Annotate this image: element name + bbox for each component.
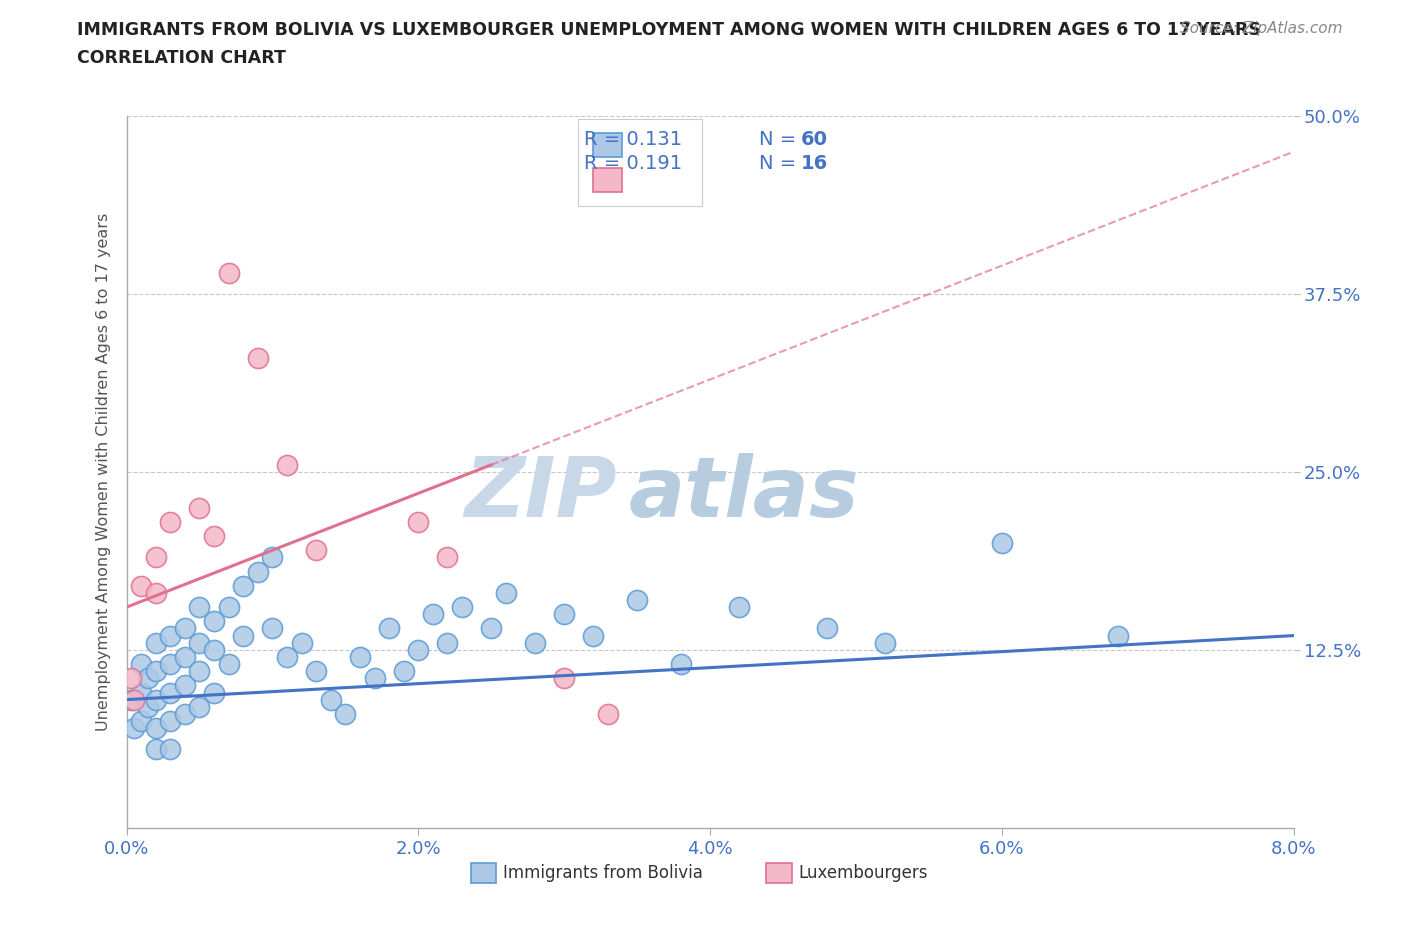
Point xyxy=(188,635,211,650)
Point xyxy=(174,621,197,636)
Point xyxy=(145,635,167,650)
Point xyxy=(145,586,167,601)
Point xyxy=(305,543,328,558)
Text: atlas: atlas xyxy=(628,453,859,534)
Point xyxy=(422,607,444,622)
Y-axis label: Unemployment Among Women with Children Ages 6 to 17 years: Unemployment Among Women with Children A… xyxy=(96,213,111,731)
Text: 60: 60 xyxy=(801,129,828,149)
Point xyxy=(145,692,167,707)
Point xyxy=(188,600,211,615)
Point xyxy=(436,550,458,565)
Point xyxy=(232,578,254,593)
Point xyxy=(174,707,197,722)
Point xyxy=(596,707,619,722)
Point xyxy=(495,586,517,601)
Point xyxy=(129,657,152,671)
Point xyxy=(408,643,430,658)
Point xyxy=(188,500,211,515)
Text: Luxembourgers: Luxembourgers xyxy=(799,864,928,883)
Point xyxy=(523,635,546,650)
Point xyxy=(145,742,167,757)
Point xyxy=(232,628,254,643)
Point xyxy=(669,657,692,671)
Point xyxy=(262,550,284,565)
Point xyxy=(319,692,342,707)
Point xyxy=(408,514,430,529)
Point xyxy=(479,621,502,636)
Point xyxy=(246,565,269,579)
Point xyxy=(815,621,838,636)
Text: 16: 16 xyxy=(801,153,828,173)
Point xyxy=(582,628,605,643)
Point xyxy=(218,265,240,280)
Text: Immigrants from Bolivia: Immigrants from Bolivia xyxy=(503,864,703,883)
Point xyxy=(129,685,152,700)
Text: Source: ZipAtlas.com: Source: ZipAtlas.com xyxy=(1180,21,1343,36)
Point xyxy=(290,635,312,650)
Text: R = 0.191: R = 0.191 xyxy=(583,153,682,173)
Point xyxy=(349,649,371,664)
Point xyxy=(276,458,298,472)
Point xyxy=(122,692,145,707)
Point xyxy=(122,721,145,736)
Text: ZIP: ZIP xyxy=(464,453,617,534)
Point xyxy=(378,621,401,636)
Point xyxy=(174,678,197,693)
Legend:         ,         : , xyxy=(578,119,702,206)
Point xyxy=(392,664,415,679)
Point xyxy=(262,621,284,636)
Point xyxy=(138,699,160,714)
Point xyxy=(174,649,197,664)
Point xyxy=(138,671,160,685)
Point xyxy=(451,600,474,615)
Text: CORRELATION CHART: CORRELATION CHART xyxy=(77,49,287,67)
Point xyxy=(159,713,181,728)
Point xyxy=(159,742,181,757)
Point xyxy=(159,514,181,529)
Point xyxy=(159,657,181,671)
Point xyxy=(145,664,167,679)
Point xyxy=(159,628,181,643)
Point xyxy=(218,657,240,671)
Point xyxy=(202,614,225,629)
Point xyxy=(202,643,225,658)
Point xyxy=(335,707,357,722)
Point xyxy=(1108,628,1130,643)
Text: IMMIGRANTS FROM BOLIVIA VS LUXEMBOURGER UNEMPLOYMENT AMONG WOMEN WITH CHILDREN A: IMMIGRANTS FROM BOLIVIA VS LUXEMBOURGER … xyxy=(77,21,1261,39)
Point xyxy=(728,600,751,615)
Point xyxy=(129,713,152,728)
Point xyxy=(626,592,648,607)
Point xyxy=(159,685,181,700)
Point xyxy=(120,671,142,685)
Point xyxy=(129,578,152,593)
Point xyxy=(120,692,142,707)
Point xyxy=(188,699,211,714)
Text: R = 0.131: R = 0.131 xyxy=(583,129,682,149)
Point xyxy=(553,671,575,685)
Point xyxy=(436,635,458,650)
Point xyxy=(202,685,225,700)
Point xyxy=(218,600,240,615)
Bar xyxy=(471,863,496,884)
Bar xyxy=(766,863,792,884)
Point xyxy=(145,550,167,565)
Point xyxy=(553,607,575,622)
Point xyxy=(363,671,385,685)
Text: N =: N = xyxy=(759,153,796,173)
Point xyxy=(873,635,897,650)
Text: N =: N = xyxy=(759,129,796,149)
Point xyxy=(188,664,211,679)
Point xyxy=(305,664,328,679)
Point xyxy=(202,528,225,543)
Point xyxy=(246,351,269,365)
Point xyxy=(145,721,167,736)
Point xyxy=(990,536,1012,551)
Point xyxy=(276,649,298,664)
